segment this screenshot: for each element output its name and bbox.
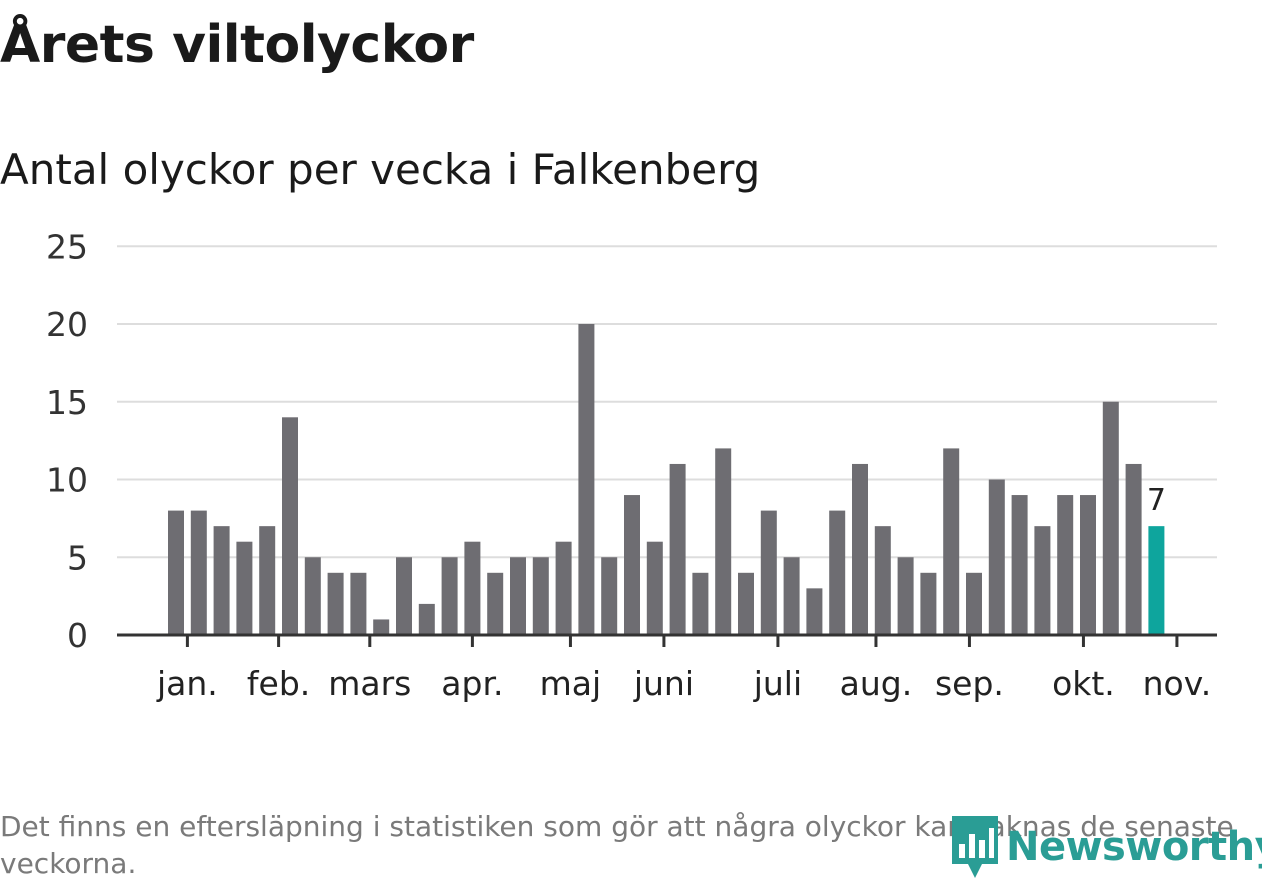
bar bbox=[487, 572, 504, 635]
y-tick-label: 20 bbox=[46, 305, 88, 344]
bar bbox=[236, 541, 253, 635]
bar bbox=[646, 541, 663, 635]
bar bbox=[988, 479, 1005, 635]
bar bbox=[1011, 495, 1028, 635]
x-axis-ticks: jan. feb. mars apr. maj juni juli aug. sep. okt. n… bbox=[156, 635, 1211, 703]
logo-text: Newsworthy bbox=[1006, 824, 1262, 870]
bar bbox=[601, 557, 618, 635]
footnote: Det finns en eftersläpning i statistiken… bbox=[0, 810, 1234, 880]
y-tick-label: 25 bbox=[46, 227, 88, 266]
highlight-value-label: 7 bbox=[1147, 483, 1166, 518]
bar-highlight bbox=[1148, 526, 1165, 635]
y-tick-label: 15 bbox=[46, 383, 88, 422]
bar bbox=[760, 510, 777, 635]
bar bbox=[1125, 463, 1142, 635]
bar bbox=[806, 588, 823, 635]
bars bbox=[168, 324, 1165, 635]
bar bbox=[510, 557, 526, 635]
bar bbox=[304, 557, 321, 635]
bar bbox=[920, 572, 937, 635]
x-tick-label: jan. bbox=[156, 664, 218, 703]
bar bbox=[418, 603, 435, 635]
x-tick-label: okt. bbox=[1052, 664, 1115, 703]
x-tick-label: maj bbox=[540, 664, 602, 703]
bar bbox=[897, 557, 914, 635]
bar bbox=[578, 324, 595, 635]
bar bbox=[624, 495, 640, 635]
chart-subtitle: Antal olyckor per vecka i Falkenberg bbox=[0, 145, 761, 194]
bar bbox=[1080, 495, 1096, 635]
x-tick-label: aug. bbox=[840, 664, 913, 703]
bar bbox=[738, 572, 754, 635]
x-tick-label: feb. bbox=[247, 664, 310, 703]
bar bbox=[350, 572, 367, 635]
x-tick-label: apr. bbox=[441, 664, 503, 703]
bar bbox=[874, 526, 891, 635]
bar bbox=[464, 541, 481, 635]
bar bbox=[966, 572, 982, 635]
x-tick-label: sep. bbox=[935, 664, 1004, 703]
bar bbox=[259, 526, 276, 635]
bar bbox=[692, 572, 709, 635]
gridlines bbox=[117, 245, 1217, 559]
x-tick-label: juli bbox=[753, 664, 802, 703]
x-tick-label: juni bbox=[633, 664, 694, 703]
bar bbox=[168, 510, 184, 635]
bar bbox=[715, 448, 732, 635]
chart-title: Årets viltolyckor bbox=[0, 15, 474, 75]
bar bbox=[852, 463, 868, 635]
bar bbox=[1034, 526, 1051, 635]
newsworthy-logo: Newsworthy bbox=[950, 814, 1262, 880]
y-tick-label: 0 bbox=[67, 616, 88, 655]
bar bbox=[190, 510, 207, 635]
bar bbox=[213, 526, 230, 635]
bar bbox=[555, 541, 572, 635]
bar bbox=[282, 417, 298, 635]
y-tick-label: 5 bbox=[67, 538, 88, 577]
bar bbox=[373, 619, 390, 635]
bar bbox=[1057, 495, 1074, 635]
bar bbox=[943, 448, 960, 635]
x-tick-label: mars bbox=[328, 664, 411, 703]
newsworthy-logo-icon bbox=[952, 816, 998, 878]
bar bbox=[327, 572, 344, 635]
bar bbox=[829, 510, 846, 635]
x-tick-label: nov. bbox=[1143, 664, 1212, 703]
bar bbox=[669, 463, 686, 635]
bar bbox=[396, 557, 412, 635]
bar bbox=[1102, 401, 1119, 635]
bar bbox=[441, 557, 458, 635]
y-axis-ticks: 0 5 10 15 20 25 bbox=[46, 227, 88, 655]
bar bbox=[783, 557, 800, 635]
y-tick-label: 10 bbox=[46, 461, 88, 500]
bar bbox=[532, 557, 549, 635]
